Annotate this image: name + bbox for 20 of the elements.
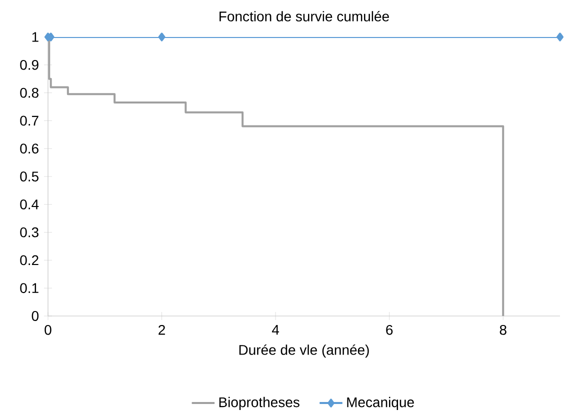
legend-label: Bioprotheses <box>219 396 300 410</box>
chart-title: Fonction de survie cumulée <box>220 10 389 22</box>
x-tick-label: 2 <box>158 324 165 335</box>
y-tick-label: 0.6 <box>20 144 38 154</box>
y-tick-label: 0.1 <box>20 283 38 294</box>
legend-label: Mecanique <box>347 396 414 410</box>
y-tick-label: 0.5 <box>20 172 38 182</box>
y-tick-label: 1 <box>32 32 38 42</box>
y-tick-label: 0 <box>32 311 39 321</box>
x-tick-label: 4 <box>272 324 280 335</box>
y-tick-label: 0.7 <box>20 116 38 126</box>
x-tick-label: 0 <box>44 324 52 335</box>
y-tick-label: 0.8 <box>20 88 38 98</box>
x-tick-label: 8 <box>500 324 506 335</box>
y-tick-label: 0.9 <box>20 60 38 70</box>
y-tick-label: 0.3 <box>20 227 38 238</box>
y-tick-label: 0.4 <box>20 199 39 210</box>
y-tick-label: 0.2 <box>20 255 38 266</box>
x-axis-title: Durée de vle (année) <box>239 344 369 358</box>
x-tick-label: 6 <box>386 324 393 335</box>
